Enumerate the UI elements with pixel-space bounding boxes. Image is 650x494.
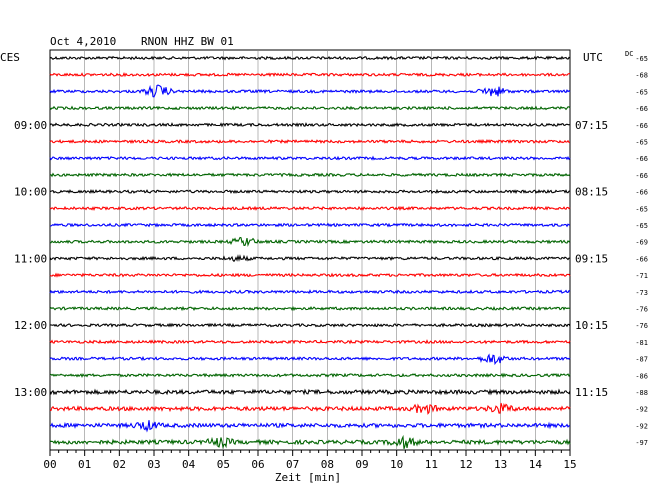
x-tick-label: 04 bbox=[182, 458, 196, 471]
plot-frame bbox=[49, 49, 571, 451]
dc-offset-label: -76 bbox=[635, 306, 648, 314]
dc-offset-label: -92 bbox=[635, 406, 648, 414]
seismic-trace bbox=[49, 388, 571, 396]
dc-offset-label: -81 bbox=[635, 339, 648, 347]
dc-offset-label: -66 bbox=[635, 172, 648, 180]
dc-offset-label: -66 bbox=[635, 255, 648, 263]
seismic-trace bbox=[49, 122, 571, 128]
x-tick-label: 06 bbox=[251, 458, 264, 471]
x-tick-label: 00 bbox=[43, 458, 56, 471]
seismic-trace bbox=[49, 339, 571, 345]
seismic-trace bbox=[49, 289, 571, 295]
x-tick-label: 03 bbox=[147, 458, 160, 471]
seismic-trace bbox=[49, 372, 571, 379]
right-time-label: 10:15 bbox=[575, 319, 608, 332]
seismic-trace bbox=[49, 138, 571, 145]
right-time-label: 11:15 bbox=[575, 386, 608, 399]
seismic-trace bbox=[49, 353, 571, 366]
seismic-trace bbox=[49, 55, 571, 61]
dc-offset-label: -87 bbox=[635, 356, 648, 364]
dc-offset-label: -65 bbox=[635, 205, 648, 213]
right-time-label: 07:15 bbox=[575, 119, 608, 132]
seismic-trace bbox=[49, 322, 571, 328]
x-tick-label: 02 bbox=[113, 458, 126, 471]
seismic-trace bbox=[49, 254, 571, 263]
seismic-trace bbox=[49, 155, 571, 161]
dc-offset-label: -65 bbox=[635, 139, 648, 147]
x-tick-label: 10 bbox=[390, 458, 403, 471]
seismic-trace bbox=[49, 420, 571, 433]
dc-offset-label: -65 bbox=[635, 222, 648, 230]
seismic-trace bbox=[49, 172, 571, 178]
seismic-trace bbox=[49, 105, 571, 111]
left-hour-label: 10:00 bbox=[14, 186, 47, 199]
x-tick-label: 01 bbox=[78, 458, 91, 471]
dc-label: DC bbox=[625, 50, 633, 58]
right-time-label: 09:15 bbox=[575, 252, 608, 265]
left-hour-label: 12:00 bbox=[14, 319, 47, 332]
dc-offset-label: -92 bbox=[635, 422, 648, 430]
dc-offset-label: -66 bbox=[635, 105, 648, 113]
x-tick-label: 11 bbox=[425, 458, 438, 471]
dc-offset-label: -66 bbox=[635, 155, 648, 163]
seismic-trace bbox=[50, 222, 570, 228]
x-tick-label: 12 bbox=[459, 458, 472, 471]
x-tick-label: 05 bbox=[217, 458, 230, 471]
x-tick-label: 07 bbox=[286, 458, 299, 471]
plot-area: 00 01 02 03 04 05 06 07 08 09 10 11 12 13 14 15 -65 -68 -6… bbox=[14, 49, 648, 471]
dc-offset-label: -69 bbox=[635, 239, 648, 247]
seismic-trace bbox=[49, 272, 571, 278]
x-tick-label: 15 bbox=[563, 458, 576, 471]
seismic-trace bbox=[49, 402, 571, 415]
dc-offset-label: -97 bbox=[635, 439, 648, 447]
left-hour-label: 09:00 bbox=[14, 119, 47, 132]
x-tick-label: 13 bbox=[494, 458, 507, 471]
x-tick-label: 14 bbox=[529, 458, 543, 471]
x-axis-label: Zeit [min] bbox=[275, 471, 341, 484]
left-hour-label: 11:00 bbox=[14, 252, 47, 265]
dc-offset-label: -65 bbox=[635, 88, 648, 96]
x-tick-label: 08 bbox=[321, 458, 334, 471]
chart-date: Oct 4,2010 bbox=[50, 35, 116, 48]
chart-station: RNON HHZ BW 01 bbox=[141, 35, 234, 48]
right-timezone-label: UTC bbox=[583, 51, 603, 64]
dc-offset-label: -66 bbox=[635, 189, 648, 197]
seismic-trace bbox=[49, 305, 571, 312]
dc-offset-label: -86 bbox=[635, 372, 648, 380]
dc-offset-label: -76 bbox=[635, 322, 648, 330]
dc-offset-label: -65 bbox=[635, 55, 648, 63]
left-hour-label: 13:00 bbox=[14, 386, 47, 399]
seismic-trace bbox=[49, 71, 571, 78]
seismic-trace bbox=[49, 205, 571, 212]
dc-offset-label: -66 bbox=[635, 122, 648, 130]
x-tick-label: 09 bbox=[355, 458, 368, 471]
left-timezone-label: CES bbox=[0, 51, 20, 64]
dc-offset-label: -71 bbox=[635, 272, 648, 280]
dc-offset-label: -88 bbox=[635, 389, 648, 397]
seismic-trace bbox=[49, 236, 571, 247]
seismic-trace bbox=[49, 188, 571, 195]
dc-offset-label: -73 bbox=[635, 289, 648, 297]
dc-offset-label: -68 bbox=[635, 72, 648, 80]
seismic-trace bbox=[49, 84, 571, 98]
seismic-trace bbox=[49, 434, 571, 450]
right-time-label: 08:15 bbox=[575, 186, 608, 199]
